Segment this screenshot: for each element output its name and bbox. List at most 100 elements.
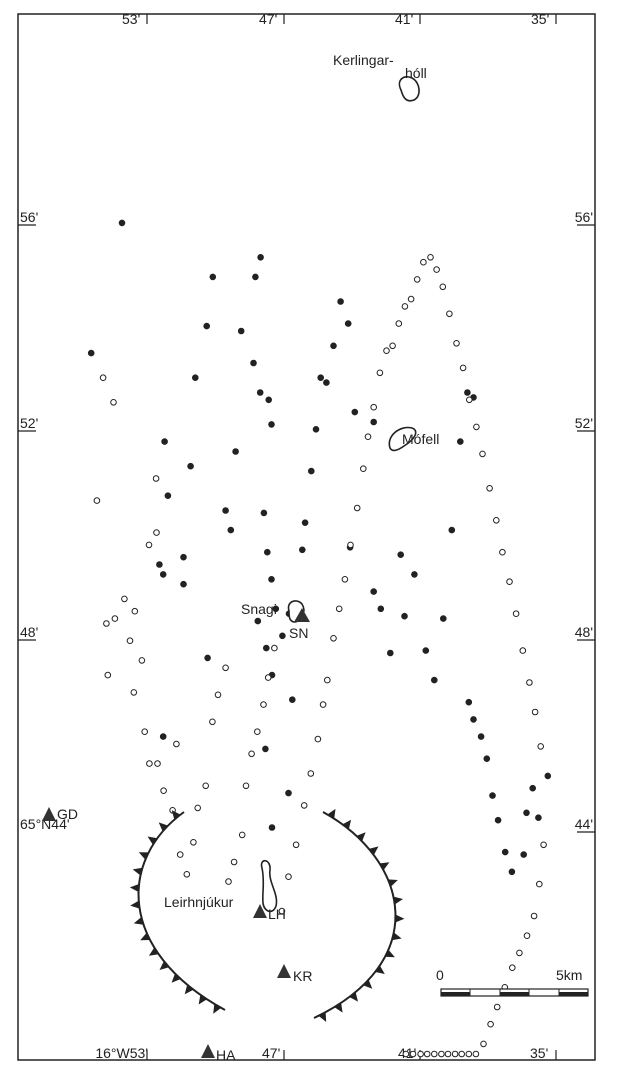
epicenter-filled xyxy=(263,644,270,652)
epicenter-filled xyxy=(180,580,187,588)
epicenter-filled xyxy=(470,716,477,723)
epicenter-open xyxy=(473,423,480,431)
caldera-tooth xyxy=(379,862,390,871)
epicenter-open xyxy=(99,374,107,382)
epicenter-open xyxy=(110,399,117,406)
caldera-tooth xyxy=(395,914,405,923)
kerlingarholl-label-line1: Kerlingar- xyxy=(333,52,394,68)
epicenter-open xyxy=(253,728,261,736)
epicenter-filled xyxy=(457,438,464,445)
epicenter-open xyxy=(472,1050,480,1058)
epicenter-filled xyxy=(370,588,378,595)
epicenter-open xyxy=(486,485,493,492)
epicenter-filled xyxy=(317,374,325,382)
mofell-outline xyxy=(388,426,417,452)
epicenter-filled xyxy=(268,421,275,428)
caldera-tooth xyxy=(391,932,402,941)
epicenter-open xyxy=(409,1050,417,1058)
epicenter-open xyxy=(260,701,267,708)
caldera-rim-east xyxy=(313,811,397,1019)
epicenter-filled xyxy=(192,374,199,382)
epicenter-filled xyxy=(264,548,271,556)
epicenter-open xyxy=(466,396,473,404)
station-sn-label: SN xyxy=(289,625,308,641)
caldera-tooth xyxy=(213,1003,222,1014)
epicenter-open xyxy=(395,320,403,327)
epicenter-filled xyxy=(159,733,167,740)
epicenter-open xyxy=(214,691,222,699)
epicenter-open xyxy=(145,541,153,549)
epicenter-filled xyxy=(204,654,211,662)
epicenter-open xyxy=(353,504,361,512)
epicenter-open xyxy=(314,735,322,743)
epicenter-open xyxy=(190,839,197,846)
epicenter-open xyxy=(420,258,427,266)
epicenter-filled xyxy=(501,848,509,856)
caldera-tooth xyxy=(342,819,352,830)
leirhnjukur-label: Leirhnjúkur xyxy=(164,894,234,910)
epicenter-filled xyxy=(535,814,542,822)
scale-bar-segment xyxy=(500,992,529,996)
epicenter-open xyxy=(453,340,460,347)
epicenter-open xyxy=(154,760,161,767)
epicenter-open xyxy=(222,664,229,672)
epicenter-filled xyxy=(289,696,296,704)
epicenter-filled xyxy=(232,448,239,455)
right-tick-label-44: 44' xyxy=(575,816,593,832)
epicenter-open xyxy=(341,576,349,583)
epicenter-filled xyxy=(344,320,352,327)
caldera-tooth xyxy=(318,1012,327,1022)
right-tick-label-52: 52' xyxy=(575,415,593,431)
caldera-tooth xyxy=(129,884,140,892)
epicenter-filled xyxy=(448,526,456,534)
epicenter-open xyxy=(526,679,533,686)
epicenter-open xyxy=(292,841,300,849)
caldera-tooth xyxy=(198,994,207,1005)
epicenter-filled xyxy=(256,389,264,396)
epicenter-filled xyxy=(323,379,330,386)
epicenter-open xyxy=(173,740,180,748)
epicenter-open xyxy=(248,750,255,758)
epicenter-filled xyxy=(250,359,257,367)
epicenter-open xyxy=(160,787,167,795)
side-ticks xyxy=(18,224,595,833)
epicenter-filled xyxy=(477,733,485,740)
caldera-tooth xyxy=(368,846,379,856)
station-ha-label: HA xyxy=(216,1047,236,1063)
epicenter-open xyxy=(537,743,545,750)
epicenter-open xyxy=(300,802,308,809)
caldera-tooth xyxy=(140,932,151,941)
caldera-tooth xyxy=(147,836,158,845)
stations xyxy=(42,608,310,1058)
epicenter-filled xyxy=(265,396,273,404)
epicenter-open xyxy=(324,676,331,684)
epicenter-open xyxy=(152,475,160,482)
caldera-tooth xyxy=(356,832,366,842)
epicenter-open xyxy=(536,880,543,888)
epicenter-open xyxy=(364,433,372,441)
epicenter-filled xyxy=(330,342,337,350)
caldera-tooth xyxy=(159,961,169,970)
epicenter-filled xyxy=(431,676,438,684)
top-tick-label-41: 41' xyxy=(395,11,413,27)
epicenter-open xyxy=(225,878,232,885)
station-kr-icon xyxy=(277,964,291,978)
epicenter-open xyxy=(451,1050,459,1058)
epicenter-filled xyxy=(254,617,262,625)
epicenter-open xyxy=(93,497,101,504)
epicenter-open xyxy=(194,804,201,812)
caldera-tooth xyxy=(327,808,336,819)
epicenter-open xyxy=(402,1050,410,1058)
epicenter-open xyxy=(183,871,191,878)
epicenter-filled xyxy=(312,426,320,433)
epicenter-filled xyxy=(337,298,344,305)
station-sn-icon xyxy=(294,608,310,622)
epicenter-open xyxy=(376,369,384,377)
epicenter-open xyxy=(512,610,520,618)
epicenter-filled xyxy=(489,792,496,799)
epicenter-open xyxy=(433,266,440,273)
caldera-tooth xyxy=(387,879,398,887)
corner-label-65n44: 65°N44' xyxy=(20,816,70,832)
bottom-tick-label-47: 47' xyxy=(262,1045,280,1061)
epicenter-open xyxy=(389,342,396,350)
